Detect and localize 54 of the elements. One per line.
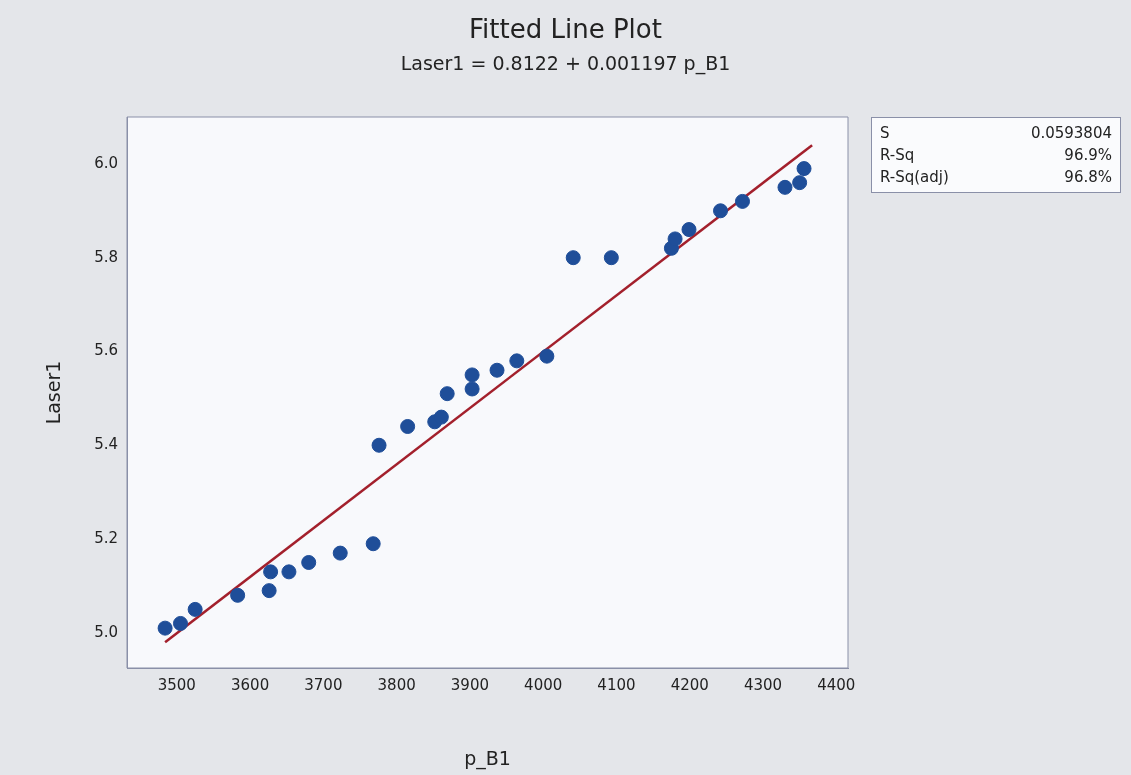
y-tick-label: 5.6	[94, 341, 118, 360]
point	[464, 367, 480, 383]
x-tick-label: 4100	[597, 675, 636, 694]
point	[565, 250, 581, 266]
point	[792, 175, 808, 191]
point	[509, 353, 525, 369]
y-axis-title: Laser1	[42, 360, 65, 425]
point	[172, 615, 188, 631]
point	[734, 193, 750, 209]
x-tick-label: 4000	[524, 675, 563, 694]
point	[281, 564, 297, 580]
point	[261, 583, 277, 599]
text: 96.9%	[1063, 146, 1112, 164]
point	[365, 536, 381, 552]
point	[464, 381, 480, 397]
point	[667, 231, 683, 247]
x-tick-label: 4200	[670, 675, 709, 694]
x-tick-label: 4300	[743, 675, 783, 694]
text: R-Sq	[880, 146, 916, 164]
x-axis-title: p_B1	[464, 746, 511, 770]
text: 96.8%	[1063, 168, 1112, 186]
point	[433, 409, 449, 425]
text: S	[880, 124, 891, 142]
point	[777, 179, 793, 195]
y-tick-label: 5.0	[94, 622, 118, 641]
point	[187, 601, 203, 617]
y-tick-label: 5.4	[94, 435, 118, 454]
y-tick-label: 5.8	[94, 247, 118, 266]
y-tick-label: 5.2	[94, 528, 118, 547]
point	[713, 203, 729, 219]
point	[230, 587, 246, 603]
point	[263, 564, 279, 580]
x-tick-label: 3700	[304, 675, 343, 694]
x-tick-label: 3800	[377, 675, 416, 694]
point	[681, 222, 697, 238]
point	[439, 386, 455, 402]
chart-subtitle: Laser1 = 0.8122 + 0.001197 p_B1	[399, 52, 732, 74]
point	[489, 362, 505, 378]
point	[539, 348, 555, 364]
point	[332, 545, 348, 561]
point	[157, 620, 173, 636]
x-tick-label: 4400	[817, 675, 856, 694]
point	[371, 437, 387, 453]
point	[796, 161, 812, 177]
x-tick-label: 3900	[450, 675, 490, 694]
chart-title: Fitted Line Plot	[468, 14, 663, 44]
y-tick-label: 6.0	[94, 153, 118, 172]
x-tick-label: 3600	[231, 675, 270, 694]
text: 0.0593804	[1029, 124, 1112, 142]
x-tick-label: 3500	[157, 675, 196, 694]
point	[603, 250, 619, 266]
point	[301, 554, 317, 570]
point	[400, 419, 416, 434]
text: R-Sq(adj)	[880, 168, 950, 186]
